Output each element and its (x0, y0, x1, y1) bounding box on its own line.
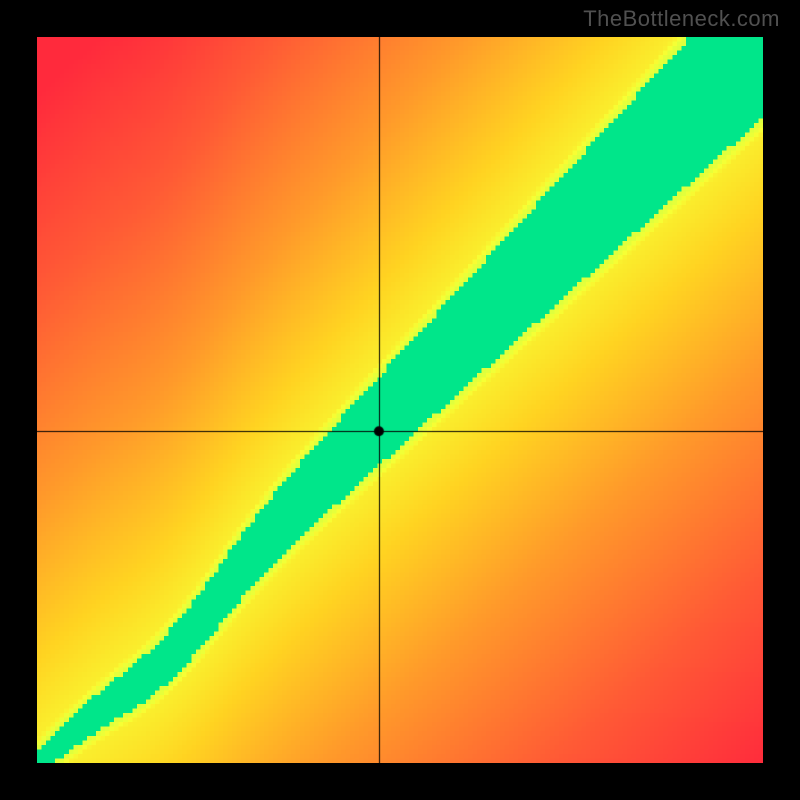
bottleneck-heatmap (37, 37, 763, 763)
watermark-text: TheBottleneck.com (583, 6, 780, 32)
chart-container: TheBottleneck.com (0, 0, 800, 800)
